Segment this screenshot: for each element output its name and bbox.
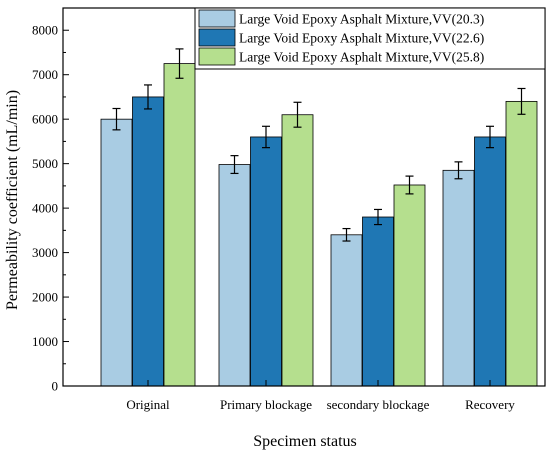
x-tick-label: Original <box>126 397 170 412</box>
y-axis-ticks: 0 1000 2000 3000 4000 5000 6000 7000 8000 <box>32 23 69 394</box>
bar-3-1 <box>330 234 363 387</box>
error-bars-layer <box>112 48 526 242</box>
bar-3-2 <box>362 216 394 387</box>
bar-1-1 <box>100 118 133 387</box>
y-tick-label: 6000 <box>32 112 58 127</box>
x-tick-label: Primary blockage <box>220 397 312 412</box>
x-axis-title: Specimen status <box>253 433 357 450</box>
y-tick-label: 4000 <box>32 201 58 216</box>
y-tick-label: 7000 <box>32 67 58 82</box>
y-tick-label: 3000 <box>32 245 58 260</box>
legend-box <box>194 7 546 70</box>
bar-2-3 <box>281 114 314 387</box>
bar-1-2 <box>132 96 164 387</box>
bar-2-2 <box>250 136 282 387</box>
bar-1-3 <box>163 63 196 387</box>
legend-label-1: Large Void Epoxy Asphalt Mixture,VV(20.3… <box>239 12 484 27</box>
bar-2-1 <box>218 164 251 387</box>
y-axis-title: Permeability coefficient (mL/min) <box>4 90 21 310</box>
x-tick-label: Recovery <box>465 397 515 412</box>
bar-4-2 <box>474 136 506 387</box>
legend: Large Void Epoxy Asphalt Mixture,VV(20.3… <box>194 7 546 70</box>
bar-3-3 <box>393 184 426 387</box>
legend-label-2: Large Void Epoxy Asphalt Mixture,VV(22.6… <box>239 31 484 46</box>
y-tick-label: 8000 <box>32 23 58 38</box>
bar-4-3 <box>505 100 538 387</box>
y-tick-label: 0 <box>52 379 59 394</box>
y-tick-label: 2000 <box>32 290 58 305</box>
legend-swatch-1 <box>198 9 236 28</box>
bar-4-1 <box>442 169 475 387</box>
y-tick-label: 5000 <box>32 156 58 171</box>
legend-swatch-2 <box>198 28 236 47</box>
x-axis-ticks: Original Primary blockage secondary blocka… <box>126 380 515 412</box>
x-tick-label: secondary blockage <box>327 397 430 412</box>
legend-swatch-3 <box>198 47 236 66</box>
legend-label-3: Large Void Epoxy Asphalt Mixture,VV(25.8… <box>239 50 484 65</box>
bars-layer <box>100 63 538 387</box>
y-tick-label: 1000 <box>32 334 58 349</box>
